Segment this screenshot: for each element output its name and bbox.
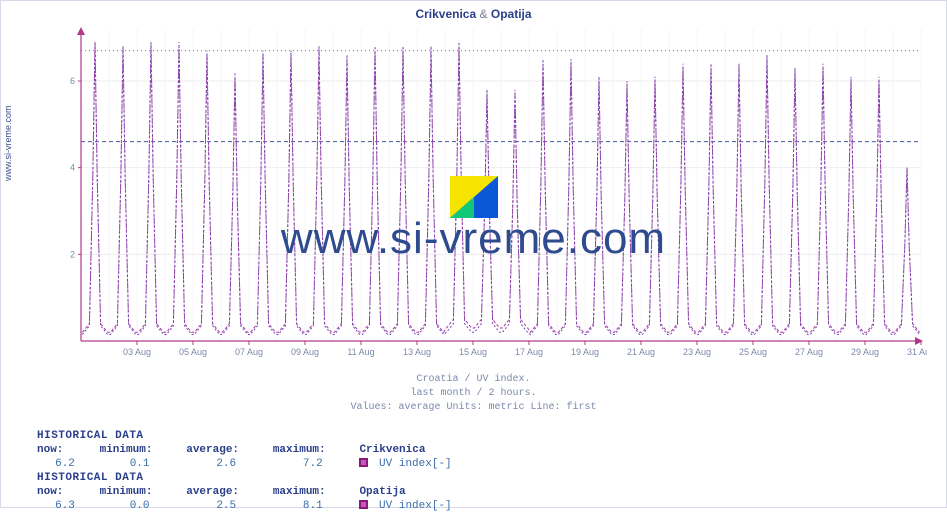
svg-text:13 Aug: 13 Aug <box>403 347 431 357</box>
svg-text:29 Aug: 29 Aug <box>851 347 879 357</box>
svg-text:6: 6 <box>70 76 75 86</box>
hist2-head-min: minimum: <box>100 485 180 499</box>
svg-text:21 Aug: 21 Aug <box>627 347 655 357</box>
hist1-head-max: maximum: <box>273 443 353 457</box>
hist1-val-avg: 2.6 <box>186 457 266 471</box>
svg-text:15 Aug: 15 Aug <box>459 347 487 357</box>
chart-svg: 2 4 6 03 Aug 05 Aug 07 Aug 09 Aug 11 Aug 13 Aug 1… <box>57 25 927 363</box>
hist2-unit: UV index[-] <box>379 499 452 513</box>
historical-block-1: HISTORICAL DATA now: minimum: average: m… <box>37 429 469 471</box>
hist1-val-max: 7.2 <box>273 457 353 471</box>
svg-text:23 Aug: 23 Aug <box>683 347 711 357</box>
title-ampersand: & <box>480 7 488 21</box>
side-source-label: www.si-vreme.com <box>3 105 13 181</box>
hist1-marker <box>359 457 372 471</box>
hist1-head-now: now: <box>37 443 93 457</box>
svg-text:05 Aug: 05 Aug <box>179 347 207 357</box>
svg-text:31 Aug: 31 Aug <box>907 347 927 357</box>
plot-area: 2 4 6 03 Aug 05 Aug 07 Aug 09 Aug 11 Aug 13 Aug 1… <box>57 25 927 363</box>
chart-caption: Croatia / UV index. last month / 2 hours… <box>1 373 946 415</box>
hist1-unit: UV index[-] <box>379 457 452 471</box>
caption-line-1: Croatia / UV index. <box>1 373 946 387</box>
svg-text:03 Aug: 03 Aug <box>123 347 151 357</box>
svg-text:11 Aug: 11 Aug <box>347 347 374 357</box>
historical-block-2: HISTORICAL DATA now: minimum: average: m… <box>37 471 469 513</box>
hist1-val-min: 0.1 <box>100 457 180 471</box>
hist2-marker <box>359 499 372 513</box>
title-loc-b: Opatija <box>491 7 532 21</box>
svg-text:27 Aug: 27 Aug <box>795 347 823 357</box>
hist2-loc: Opatija <box>359 485 469 499</box>
svg-text:2: 2 <box>70 249 75 259</box>
title-loc-a: Crikvenica <box>415 7 476 21</box>
hist2-head-now: now: <box>37 485 93 499</box>
series-marker-icon <box>359 458 368 467</box>
hist2-val-max: 8.1 <box>273 499 353 513</box>
svg-text:25 Aug: 25 Aug <box>739 347 767 357</box>
svg-text:09 Aug: 09 Aug <box>291 347 319 357</box>
hist1-val-now: 6.2 <box>37 457 93 471</box>
hist2-head-avg: average: <box>186 485 266 499</box>
chart-container: www.si-vreme.com Crikvenica & Opatija 2 4… <box>0 0 947 508</box>
hist2-title: HISTORICAL DATA <box>37 471 469 485</box>
chart-title: Crikvenica & Opatija <box>1 7 946 21</box>
caption-line-3: Values: average Units: metric Line: firs… <box>1 401 946 415</box>
caption-line-2: last month / 2 hours. <box>1 387 946 401</box>
svg-text:4: 4 <box>70 163 75 173</box>
hist2-val-avg: 2.5 <box>186 499 266 513</box>
hist1-title: HISTORICAL DATA <box>37 429 469 443</box>
hist2-val-now: 6.3 <box>37 499 93 513</box>
svg-text:19 Aug: 19 Aug <box>571 347 599 357</box>
hist1-head-avg: average: <box>186 443 266 457</box>
hist2-val-min: 0.0 <box>100 499 180 513</box>
hist1-loc: Crikvenica <box>359 443 469 457</box>
hist2-head-max: maximum: <box>273 485 353 499</box>
hist1-head-min: minimum: <box>100 443 180 457</box>
svg-text:17 Aug: 17 Aug <box>515 347 543 357</box>
svg-text:07 Aug: 07 Aug <box>235 347 263 357</box>
